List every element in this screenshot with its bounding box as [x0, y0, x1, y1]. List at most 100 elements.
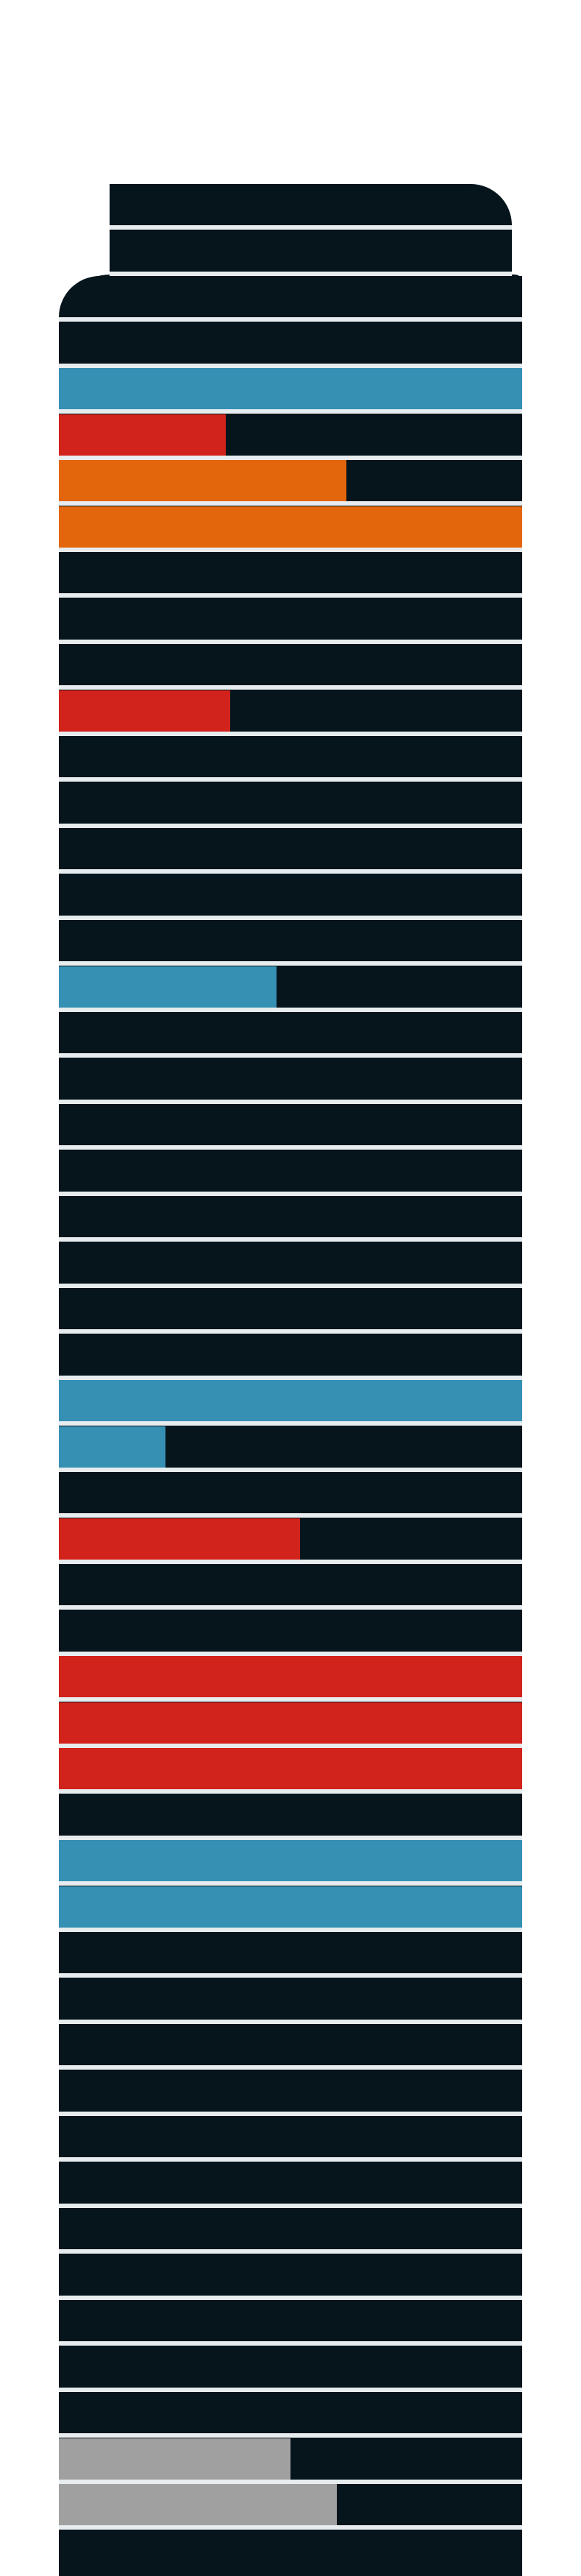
floor-separator — [59, 961, 522, 966]
floor-separator — [59, 363, 522, 368]
floor-separator — [59, 1835, 522, 1840]
floor-separator — [59, 1605, 522, 1610]
floor-separator — [59, 1789, 522, 1794]
floor-39 — [59, 1932, 522, 1973]
floor-separator — [59, 2387, 522, 2392]
floor-23 — [59, 1196, 522, 1237]
floor-37-fill — [59, 1840, 522, 1881]
floor-1 — [110, 184, 512, 225]
floor-separator — [59, 777, 522, 782]
floor-45 — [59, 2208, 522, 2249]
floor-36 — [59, 1794, 522, 1836]
floor-separator — [59, 2433, 522, 2438]
floor-separator — [59, 1007, 522, 1012]
floor-38-fill — [59, 1886, 522, 1928]
floor-separator — [59, 823, 522, 828]
floor-separator — [59, 1513, 522, 1518]
floor-separator — [59, 455, 522, 460]
floor-separator — [59, 1099, 522, 1104]
floor-27-fill — [59, 1380, 522, 1421]
floor-43 — [59, 2116, 522, 2157]
floor-separator — [59, 1743, 522, 1748]
floor-separator — [59, 1329, 522, 1334]
floor-30-fill — [59, 1518, 300, 1560]
floor-separator — [59, 1467, 522, 1472]
floor-separator — [110, 271, 512, 276]
floor-34 — [59, 1702, 522, 1744]
floor-49 — [59, 2392, 522, 2433]
floor-4 — [59, 322, 522, 364]
floor-separator — [59, 1191, 522, 1196]
floor-21 — [59, 1104, 522, 1145]
floor-separator — [59, 2479, 522, 2484]
floor-30 — [59, 1518, 522, 1560]
floor-separator — [59, 409, 522, 414]
floor-27 — [59, 1380, 522, 1421]
floor-separator — [59, 2019, 522, 2024]
floor-44 — [59, 2162, 522, 2204]
floor-25 — [59, 1288, 522, 1329]
floor-separator — [59, 1697, 522, 1702]
floor-separator — [59, 2341, 522, 2346]
floor-11 — [59, 644, 522, 685]
floor-separator — [110, 225, 512, 230]
floor-17 — [59, 920, 522, 961]
floor-28-fill — [59, 1426, 165, 1468]
floor-37 — [59, 1840, 522, 1881]
floor-51-fill — [59, 2484, 337, 2525]
floor-separator — [59, 1651, 522, 1656]
floor-separator — [59, 593, 522, 598]
floor-separator — [59, 317, 522, 322]
floor-47 — [59, 2300, 522, 2341]
floor-separator — [59, 2111, 522, 2116]
floor-separator — [59, 1145, 522, 1150]
floor-35-fill — [59, 1748, 522, 1789]
floor-separator — [59, 2065, 522, 2070]
floor-10 — [59, 598, 522, 640]
floor-5 — [59, 368, 522, 409]
floor-2 — [110, 230, 512, 272]
floor-14 — [59, 782, 522, 824]
floor-50 — [59, 2438, 522, 2480]
floor-13 — [59, 736, 522, 777]
floor-42 — [59, 2070, 522, 2112]
floor-separator — [59, 2249, 522, 2254]
floor-separator — [59, 869, 522, 874]
floor-separator — [59, 1881, 522, 1886]
floor-separator — [59, 2203, 522, 2208]
floor-15 — [59, 828, 522, 869]
floor-18 — [59, 966, 522, 1008]
floor-31 — [59, 1564, 522, 1605]
floor-8 — [59, 506, 522, 548]
floor-46 — [59, 2254, 522, 2296]
floor-40 — [59, 1978, 522, 2020]
floor-28 — [59, 1426, 522, 1468]
floor-35 — [59, 1748, 522, 1789]
floor-50-fill — [59, 2438, 290, 2480]
floor-34-fill — [59, 1702, 522, 1744]
floor-separator — [59, 1283, 522, 1288]
floor-19 — [59, 1012, 522, 1053]
floor-separator — [59, 731, 522, 736]
floor-41 — [59, 2024, 522, 2065]
floor-9 — [59, 552, 522, 593]
floor-48 — [59, 2346, 522, 2388]
floor-separator — [59, 1927, 522, 1932]
floor-33 — [59, 1656, 522, 1697]
floor-22 — [59, 1150, 522, 1192]
floor-separator — [59, 915, 522, 920]
floor-separator — [59, 685, 522, 690]
floor-separator — [59, 547, 522, 552]
floor-separator — [59, 501, 522, 506]
floor-separator — [59, 1421, 522, 1426]
floor-7 — [59, 460, 522, 501]
floor-separator — [59, 1237, 522, 1242]
floor-12 — [59, 690, 522, 732]
floor-7-fill — [59, 460, 346, 501]
floor-separator — [59, 1375, 522, 1380]
floor-separator — [59, 1053, 522, 1058]
floor-separator — [59, 1973, 522, 1978]
floor-26 — [59, 1334, 522, 1376]
